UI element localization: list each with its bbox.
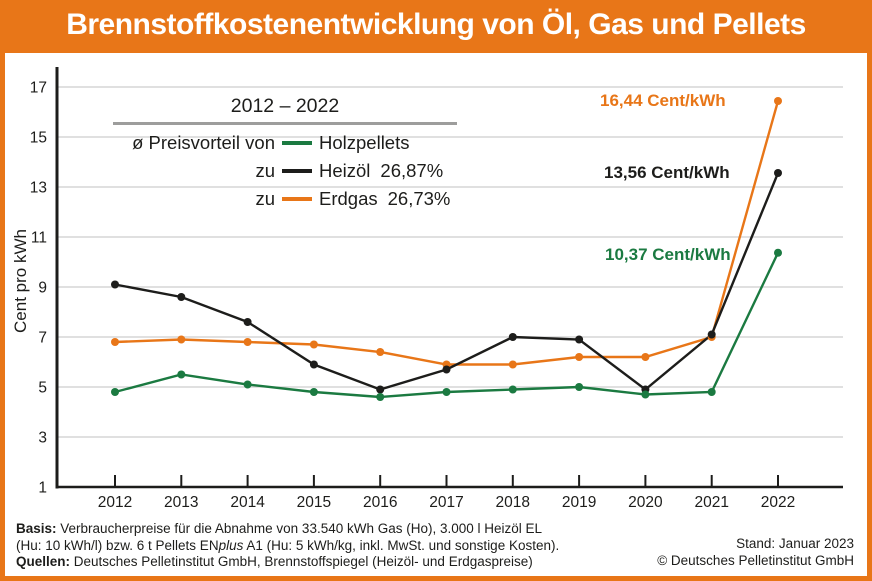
x-tick-label: 2016 [363, 494, 397, 511]
y-axis-title: Cent pro kWh [11, 229, 30, 333]
legend-label: Heizöl [319, 160, 371, 181]
legend-value: 26,73% [387, 188, 451, 209]
legend-heading: 2012 – 2022 [230, 95, 340, 117]
x-tick-label: 2012 [98, 494, 132, 511]
data-point-Holzpellets [177, 370, 186, 379]
data-point-Erdgas [111, 338, 119, 346]
data-point-Heizöl [111, 280, 119, 289]
legend-prefix: ø Preisvorteil von [132, 132, 275, 153]
stand-date: Stand: Januar 2023 [736, 536, 854, 551]
holzpellets-final-value-label: 10,37 Cent/kWh [605, 245, 731, 264]
x-tick-label: 2014 [230, 494, 265, 511]
legend-prefix: zu [255, 188, 275, 209]
x-tick-label: 2013 [164, 494, 198, 511]
chart-panel: 1 3 5 7 9 11 13 15 17 2012 2013 2014 2015 2016 2017 201… [5, 53, 867, 576]
x-tick-label: 2020 [628, 494, 663, 511]
x-tick-label: 2022 [761, 494, 795, 511]
data-point-Erdgas [243, 338, 252, 346]
data-point-Erdgas [575, 353, 584, 361]
data-point-Erdgas [641, 353, 650, 361]
data-point-Erdgas [177, 335, 186, 344]
quellen-line: Quellen: Deutsches Pelletinstitut GmbH, … [16, 554, 559, 571]
y-tick-label: 17 [30, 80, 47, 97]
title-band: Brennstoffkostenentwicklung von Öl, Gas … [0, 0, 872, 53]
data-point-Erdgas [508, 360, 517, 369]
erdgas-final-value-label: 16,44 Cent/kWh [600, 91, 726, 110]
quellen-label: Quellen: [16, 554, 71, 569]
series-line-Holzpellets [114, 252, 780, 399]
data-point-Heizöl [575, 335, 584, 344]
data-point-Holzpellets [376, 393, 385, 401]
y-tick-label: 7 [38, 330, 47, 347]
x-tick-label: 2015 [297, 494, 331, 511]
data-point-Erdgas [774, 97, 782, 105]
data-point-Holzpellets [111, 388, 119, 396]
basis-text-2: (Hu: 10 kWh/l) bzw. 6 t Pellets EN [16, 537, 219, 553]
data-point-Holzpellets [575, 383, 584, 391]
x-tick-label: 2019 [562, 494, 596, 511]
data-point-Erdgas [309, 340, 318, 349]
basis-line: Basis: Verbraucherpreise für die Abnahme… [16, 521, 559, 538]
page-title: Brennstoffkostenentwicklung von Öl, Gas … [66, 7, 806, 41]
data-point-Erdgas [376, 348, 385, 356]
footer-credits: Stand: Januar 2023 © Deutsches Pelletins… [657, 536, 854, 569]
data-point-Heizöl [309, 360, 318, 369]
y-tick-label: 11 [31, 230, 47, 247]
basis-line-2: (Hu: 10 kWh/l) bzw. 6 t Pellets ENplus A… [16, 538, 559, 555]
data-point-Heizöl [442, 365, 451, 374]
data-point-Holzpellets [309, 388, 318, 396]
y-tick-label: 15 [30, 130, 47, 147]
legend-row-erdgas: zu Erdgas 26,73% [113, 185, 457, 213]
legend-row-heizoel: zu Heizöl 26,87% [113, 157, 457, 185]
basis-text-3: A1 (Hu: 5 kWh/kg, inkl. MwSt. und sonsti… [243, 537, 560, 553]
copyright: © Deutsches Pelletinstitut GmbH [657, 552, 854, 568]
legend-value: 26,87% [380, 160, 444, 181]
legend-label: Holzpellets [319, 132, 410, 153]
data-point-Holzpellets [508, 385, 517, 394]
y-tick-label: 3 [38, 430, 47, 447]
data-point-Holzpellets [707, 388, 716, 396]
y-tick-label: 9 [38, 280, 47, 297]
heizoel-line-swatch [282, 169, 312, 173]
data-point-Heizöl [177, 293, 186, 301]
legend: 2012 – 2022 ø Preisvorteil von Holzpelle… [113, 95, 457, 213]
legend-divider [113, 122, 457, 125]
enplus-italic: plus [218, 537, 244, 553]
x-tick-label: 2021 [694, 494, 728, 511]
y-tick-label: 13 [30, 180, 47, 197]
data-point-Holzpellets [774, 248, 782, 257]
basis-label: Basis: [16, 521, 57, 536]
data-point-Heizöl [707, 330, 716, 339]
heizoel-final-value-label: 13,56 Cent/kWh [604, 163, 730, 182]
x-tick-label: 2017 [429, 494, 463, 511]
legend-row-holzpellets: ø Preisvorteil von Holzpellets [113, 129, 457, 157]
data-point-Heizöl [243, 318, 252, 326]
holzpellets-line-swatch [282, 141, 312, 145]
data-point-Holzpellets [442, 388, 451, 396]
data-point-Heizöl [508, 333, 517, 341]
x-tick-label: 2018 [496, 494, 530, 511]
legend-rows: ø Preisvorteil von Holzpellets zu Heizöl… [113, 129, 457, 213]
basis-text: Verbraucherpreise für die Abnahme von 33… [56, 521, 543, 536]
legend-prefix: zu [255, 160, 275, 181]
data-point-Heizöl [774, 169, 782, 177]
data-point-Holzpellets [243, 380, 252, 389]
y-tick-label: 5 [38, 380, 47, 397]
data-point-Heizöl [376, 385, 385, 394]
footer-notes: Basis: Verbraucherpreise für die Abnahme… [16, 521, 559, 571]
data-point-Holzpellets [641, 390, 650, 399]
quellen-text: Deutsches Pelletinstitut GmbH, Brennstof… [70, 554, 533, 569]
legend-label: Erdgas [319, 188, 378, 209]
erdgas-line-swatch [282, 197, 312, 201]
y-tick-label: 1 [38, 480, 47, 497]
